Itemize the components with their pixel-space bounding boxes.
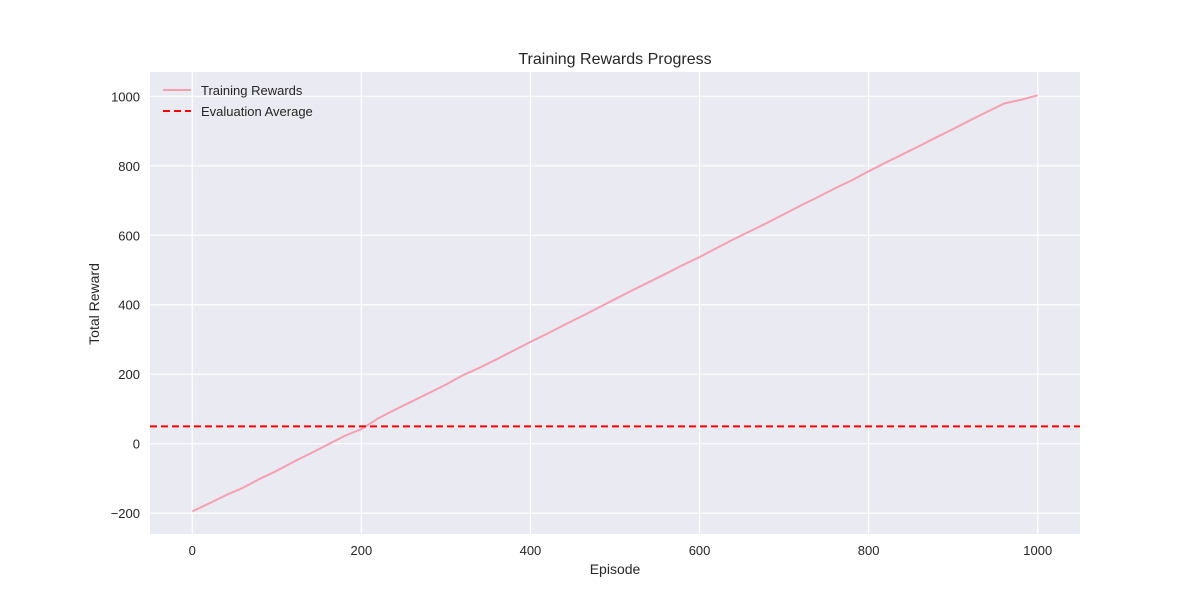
y-tick-label-400: 400: [118, 298, 140, 313]
series-layer: [150, 94, 1080, 513]
y-tick-label-600: 600: [118, 228, 140, 243]
x-tick-label-200: 200: [351, 543, 373, 558]
x-tick-label-0: 0: [189, 543, 196, 558]
grid-x: [191, 72, 1039, 534]
y-tick-label-1000: 1000: [111, 89, 140, 104]
x-axis-label: Episode: [590, 561, 641, 577]
y-tick-label-800: 800: [118, 159, 140, 174]
x-tick-label-600: 600: [689, 543, 711, 558]
legend: Training Rewards Evaluation Average: [163, 83, 313, 119]
legend-label-evaluation-average: Evaluation Average: [201, 104, 313, 119]
x-tick-labels: 0 200 400 600 800 1000: [189, 543, 1053, 558]
y-tick-labels: −200 0 200 400 600 800 1000: [111, 89, 140, 521]
chart-title: Training Rewards Progress: [518, 51, 711, 68]
y-tick-label--200: −200: [111, 506, 140, 521]
y-axis-label: Total Reward: [86, 263, 102, 345]
series-line-training-rewards: [191, 94, 1038, 513]
legend-label-training-rewards: Training Rewards: [201, 83, 303, 98]
x-tick-label-1000: 1000: [1023, 543, 1052, 558]
x-tick-label-400: 400: [520, 543, 542, 558]
y-tick-label-0: 0: [133, 437, 140, 452]
grid-y: [150, 95, 1080, 514]
x-tick-label-800: 800: [858, 543, 880, 558]
y-tick-label-200: 200: [118, 367, 140, 382]
